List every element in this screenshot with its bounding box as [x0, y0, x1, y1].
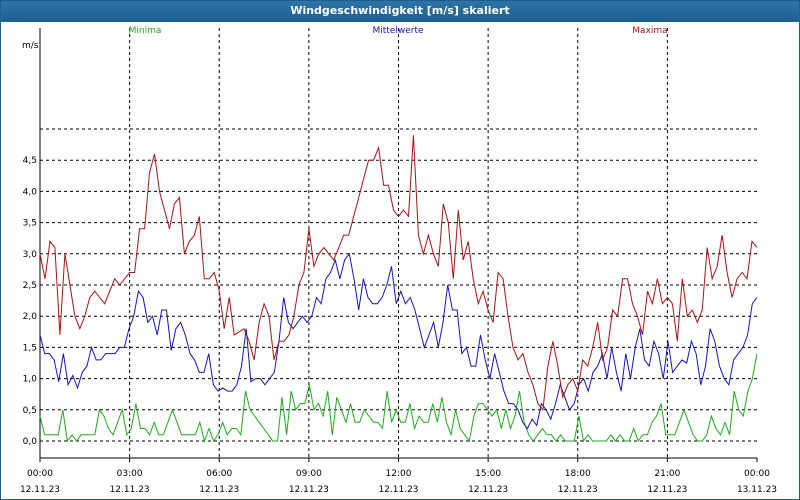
- chart-labels: 0,0 0,5 1,0 1,5 2,0 2,5 3,0 3,5 4,0 4,5 00:00 12.11…: [20, 26, 777, 495]
- series-line-maxima: [39, 135, 758, 412]
- y-tick-label: 3,0: [23, 250, 38, 260]
- y-tick-label: 0,0: [23, 437, 38, 447]
- x-tick-date: 12.11.23: [110, 485, 150, 495]
- x-tick-time: 00:00: [744, 469, 770, 479]
- x-tick-date: 12.11.23: [647, 485, 687, 495]
- chart-grid: [40, 28, 757, 458]
- x-tick-time: 06:00: [206, 469, 232, 479]
- y-tick-label: 4,0: [23, 187, 38, 197]
- x-tick-date: 12.11.23: [289, 485, 329, 495]
- y-tick-label: 3,5: [23, 219, 37, 229]
- x-tick-date: 13.11.23: [737, 485, 777, 495]
- y-tick-label: 1,5: [23, 343, 37, 353]
- y-tick-label: 4,5: [23, 156, 37, 166]
- x-tick-time: 18:00: [565, 469, 591, 479]
- legend-label-maxima: Maxima: [632, 26, 667, 36]
- x-tick-date: 12.11.23: [558, 485, 598, 495]
- x-tick-date: 12.11.23: [199, 485, 239, 495]
- x-tick-date: 12.11.23: [468, 485, 508, 495]
- x-tick-time: 12:00: [386, 469, 412, 479]
- y-tick-label: 0,5: [23, 406, 37, 416]
- x-tick-time: 09:00: [296, 469, 322, 479]
- x-tick-date: 12.11.23: [378, 485, 418, 495]
- y-tick-label: 2,5: [23, 281, 37, 291]
- legend-label-mittelwerte: Mittelwerte: [372, 26, 423, 36]
- y-tick-label: 2,0: [23, 312, 38, 322]
- y-tick-label: 1,0: [23, 375, 38, 385]
- window-title: Windgeschwindigkeit [m/s] skaliert: [1, 1, 799, 22]
- y-axis-unit: m/s: [22, 41, 39, 51]
- x-tick-date: 12.11.23: [20, 485, 60, 495]
- chart-series: [39, 135, 758, 443]
- chart-axes: [39, 28, 758, 462]
- x-tick-time: 15:00: [475, 469, 501, 479]
- series-line-minima: [39, 353, 758, 443]
- series-line-mittelwerte: [39, 252, 758, 430]
- x-tick-time: 00:00: [27, 469, 53, 479]
- x-tick-time: 21:00: [654, 469, 680, 479]
- legend-label-minima: Minima: [129, 26, 162, 36]
- x-tick-time: 03:00: [117, 469, 143, 479]
